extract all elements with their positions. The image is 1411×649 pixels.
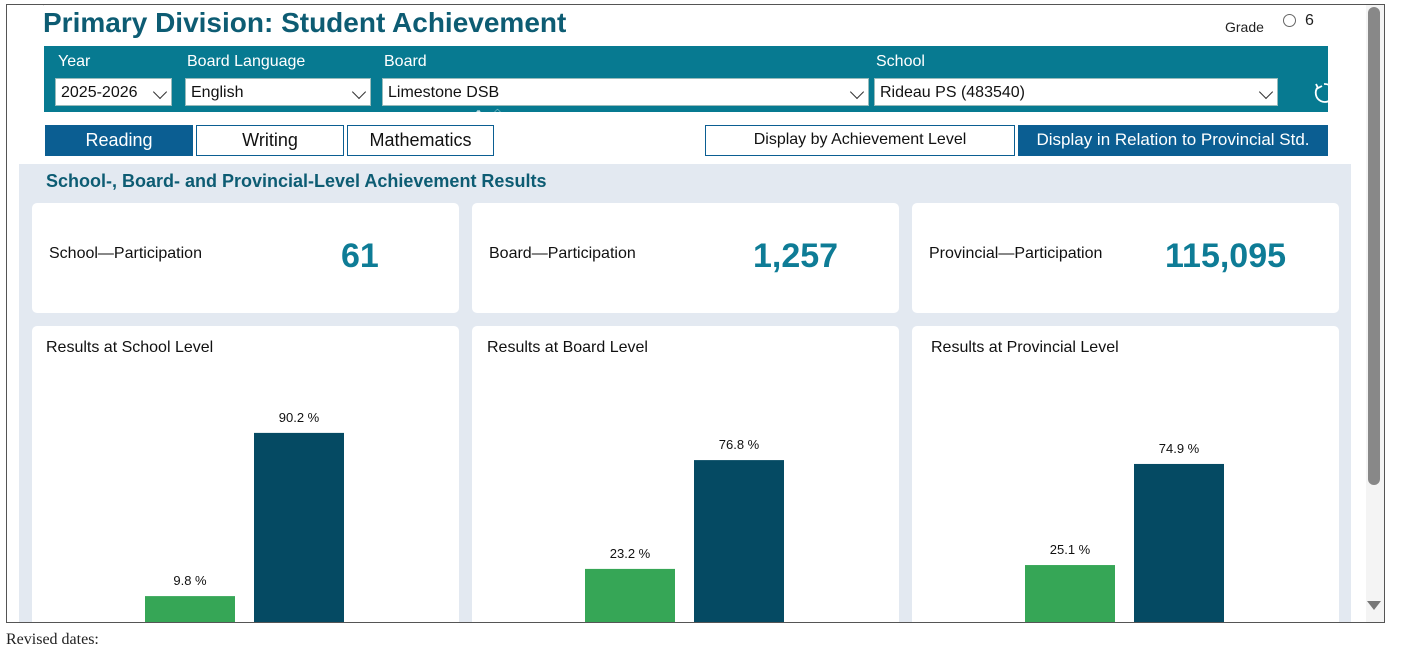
- school-select[interactable]: Rideau PS (483540): [874, 78, 1278, 106]
- school-participation-card: School—Participation 61: [32, 203, 459, 313]
- school-results-chart-svg: 9.8 % 90.2 %: [145, 410, 344, 623]
- display-by-achievement-level-button[interactable]: Display by Achievement Level: [705, 125, 1015, 156]
- reset-icon[interactable]: [1312, 81, 1336, 105]
- board-results-chart: Results at Board Level 23.2 % 76.8 %: [472, 326, 899, 623]
- grade-label: Grade: [1225, 19, 1264, 35]
- bar-data-label: 74.9 %: [1159, 441, 1200, 456]
- bar-below-standard[interactable]: [585, 568, 675, 623]
- visual-header-icons[interactable]: ⩩ ▪ ◇ ▪ ⋯: [476, 108, 525, 118]
- bar-below-standard[interactable]: [1025, 565, 1115, 623]
- scroll-down-arrow-icon[interactable]: [1367, 601, 1381, 610]
- board-label: Board: [384, 53, 427, 70]
- school-results-chart: Results at School Level 9.8 % 90.2 %: [32, 326, 459, 623]
- filter-bar: Year 2025-2026 Board Language English Bo…: [44, 46, 1335, 118]
- chevron-down-icon: [1258, 84, 1274, 100]
- school-label: School: [876, 53, 925, 70]
- bar-data-label: 23.2 %: [610, 546, 651, 561]
- grade-value: 6: [1305, 12, 1314, 29]
- provincial-participation-label: Provincial—Participation: [929, 245, 1103, 262]
- page-title: Primary Division: Student Achievement: [43, 7, 567, 38]
- board-language-select[interactable]: English: [185, 78, 371, 106]
- bar-data-label: 9.8 %: [173, 573, 207, 588]
- bar-data-label: 90.2 %: [279, 410, 320, 425]
- report-frame: Primary Division: Student Achievement Gr…: [6, 4, 1385, 623]
- year-select-value: 2025-2026: [61, 84, 138, 101]
- bar-at-or-above-standard[interactable]: [254, 432, 344, 623]
- provincial-participation-card: Provincial—Participation 115,095: [912, 203, 1339, 313]
- board-results-chart-svg: 23.2 % 76.8 %: [585, 437, 784, 623]
- revised-dates-note: Revised dates:: [6, 631, 99, 648]
- board-participation-value: 1,257: [753, 237, 839, 275]
- bar-at-or-above-standard[interactable]: [694, 460, 784, 623]
- chart-title: Results at Provincial Level: [931, 339, 1119, 356]
- tab-writing[interactable]: Writing: [196, 125, 344, 156]
- scrollbar-thumb[interactable]: [1368, 7, 1380, 485]
- section-title: School-, Board- and Provincial-Level Ach…: [46, 171, 547, 191]
- year-label: Year: [58, 53, 91, 70]
- provincial-results-chart-svg: 25.1 % 74.9 %: [1025, 441, 1224, 623]
- school-participation-value: 61: [341, 237, 379, 275]
- chevron-down-icon: [849, 84, 865, 100]
- bar-below-standard[interactable]: [145, 596, 235, 623]
- year-select[interactable]: 2025-2026: [55, 78, 172, 106]
- grade-radio[interactable]: [1283, 14, 1296, 27]
- board-participation-card: Board—Participation 1,257: [472, 203, 899, 313]
- board-language-select-value: English: [191, 84, 244, 101]
- tab-mathematics[interactable]: Mathematics: [347, 125, 494, 156]
- provincial-participation-value: 115,095: [1165, 237, 1287, 275]
- display-provincial-std-button[interactable]: Display in Relation to Provincial Std.: [1018, 125, 1328, 156]
- board-participation-label: Board—Participation: [489, 245, 636, 262]
- provincial-results-chart: Results at Provincial Level 25.1 % 74.9 %: [912, 326, 1339, 623]
- board-language-label: Board Language: [187, 53, 306, 70]
- bar-data-label: 25.1 %: [1050, 542, 1091, 557]
- chart-title: Results at School Level: [46, 339, 214, 356]
- tab-reading[interactable]: Reading: [45, 125, 193, 156]
- school-select-value: Rideau PS (483540): [880, 84, 1025, 101]
- chevron-down-icon: [351, 84, 367, 100]
- chart-title: Results at Board Level: [487, 339, 648, 356]
- school-participation-label: School—Participation: [49, 245, 202, 262]
- bar-data-label: 76.8 %: [719, 437, 760, 452]
- results-panel: School-, Board- and Provincial-Level Ach…: [19, 164, 1351, 623]
- board-select[interactable]: Limestone DSB: [382, 78, 869, 106]
- bar-at-or-above-standard[interactable]: [1134, 463, 1224, 623]
- board-select-value: Limestone DSB: [388, 84, 500, 101]
- chevron-down-icon: [152, 84, 168, 100]
